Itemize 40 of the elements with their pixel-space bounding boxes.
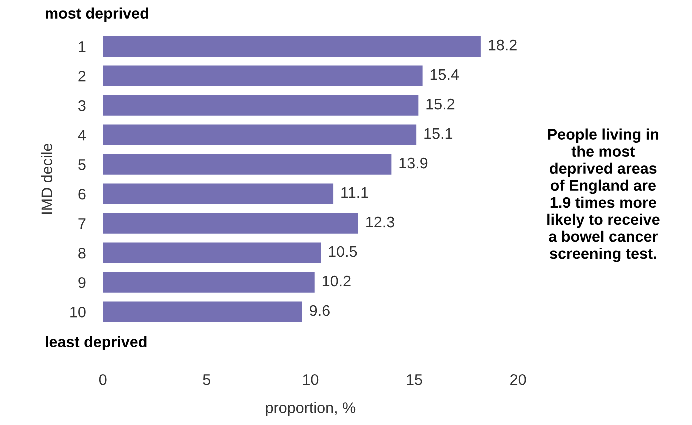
y-tick-label: 5 (78, 160, 86, 170)
bar (103, 95, 419, 116)
y-tick-label: 7 (78, 218, 86, 230)
x-tick-label: 0 (99, 374, 107, 386)
data-label: 15.4 (430, 70, 460, 80)
x-axis-title: proportion, % (266, 402, 356, 416)
data-label: 11.1 (342, 188, 368, 198)
bar (103, 213, 358, 234)
bar (103, 242, 322, 264)
y-axis-title: IMD decile (41, 144, 53, 214)
y-tick-label: 10 (70, 306, 86, 318)
y-tick-label: 6 (78, 188, 86, 200)
x-tick-label: 10 (303, 374, 319, 386)
bar (103, 36, 481, 57)
x-tick-label: 15 (407, 374, 422, 386)
data-label: 12.3 (366, 216, 394, 228)
text: most deprived (46, 8, 148, 22)
data-label: 10.2 (322, 276, 351, 287)
y-tick-label: 8 (78, 248, 86, 259)
y-tick-label: 3 (78, 100, 86, 112)
data-label: 15.2 (426, 98, 455, 110)
y-tick-label: 1 (79, 42, 86, 52)
bar (103, 184, 334, 204)
text: People living in the most deprived areas of England are 1.9 times more likely to receive a bowel cancer screening test. (548, 128, 660, 262)
bar (103, 124, 417, 146)
data-label: 18.2 (489, 40, 517, 51)
bar (103, 66, 423, 86)
data-label: 15.1 (424, 128, 453, 140)
x-tick-label: 20 (510, 374, 526, 386)
x-tick-label: 5 (203, 374, 211, 386)
data-label: 9.6 (310, 305, 330, 316)
text: least deprived (46, 336, 147, 351)
y-tick-label: 2 (78, 70, 86, 82)
y-tick-label: 4 (78, 130, 86, 141)
bar (103, 154, 392, 175)
data-label: 13.9 (400, 158, 428, 169)
y-tick-label: 9 (78, 277, 86, 288)
bar (103, 272, 315, 293)
bar (103, 302, 302, 322)
data-label: 10.5 (329, 246, 358, 258)
